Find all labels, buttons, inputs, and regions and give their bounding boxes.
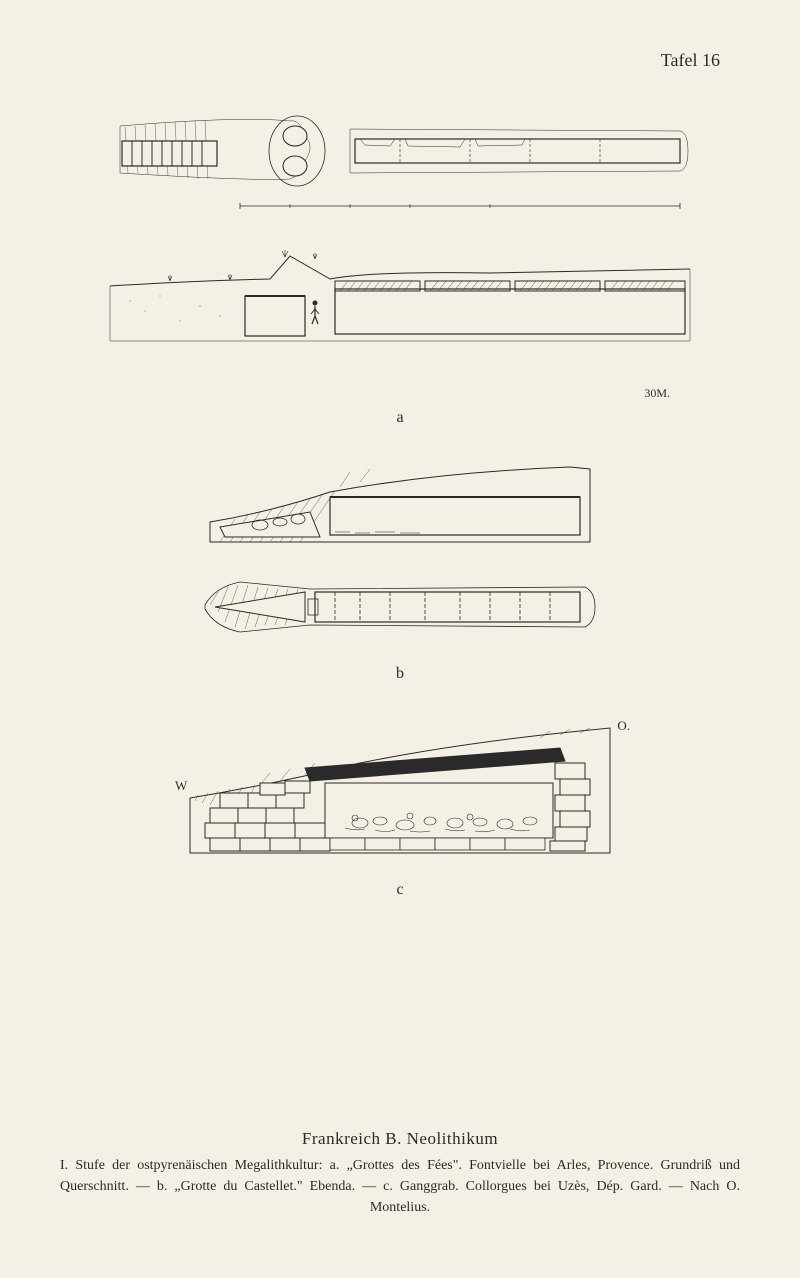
figure-b-illustration <box>190 457 610 657</box>
figure-b-block: b <box>190 457 610 703</box>
figure-a-label: a <box>396 409 403 427</box>
figure-c-label: c <box>396 881 403 899</box>
page-header: Tafel 16 <box>60 50 740 71</box>
figure-c-illustration <box>160 713 640 873</box>
compass-east-label: O. <box>617 718 630 734</box>
caption-title: Frankreich B. Neolithikum <box>60 1129 740 1149</box>
figures-container: 30M. a <box>60 111 740 919</box>
figure-a-block: 30M. a <box>90 111 710 447</box>
caption-block: Frankreich B. Neolithikum I. Stufe der o… <box>60 1129 740 1218</box>
figure-c-block: W O. <box>160 713 640 919</box>
figure-a-illustration <box>90 111 710 391</box>
figure-a-scale-label: 30M. <box>90 386 710 401</box>
compass-west-label: W <box>175 778 187 794</box>
caption-text: I. Stufe der ostpyrenäischen Megalithkul… <box>60 1155 740 1218</box>
figure-b-label: b <box>396 665 404 683</box>
